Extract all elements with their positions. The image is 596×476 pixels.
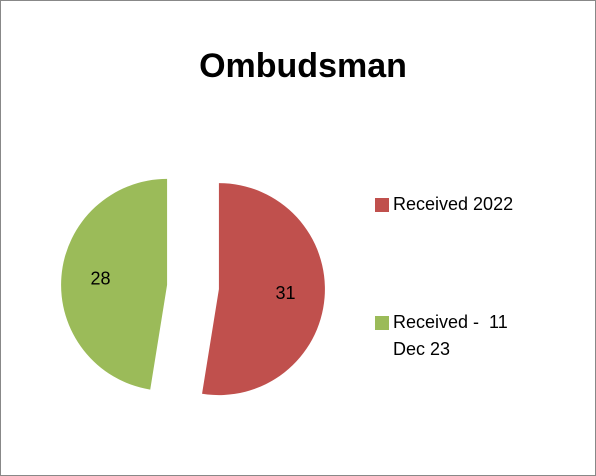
data-label: 28 (91, 268, 111, 288)
legend-swatch (375, 316, 389, 330)
legend-label: Received 2022 (393, 194, 514, 214)
pie-slice (202, 183, 325, 396)
data-label: 31 (275, 283, 295, 303)
legend-swatch (375, 198, 389, 212)
pie-slice (61, 178, 168, 390)
legend-label: Received - 11 Dec 23 (393, 312, 513, 359)
chart-title: Ombudsman (199, 47, 407, 85)
